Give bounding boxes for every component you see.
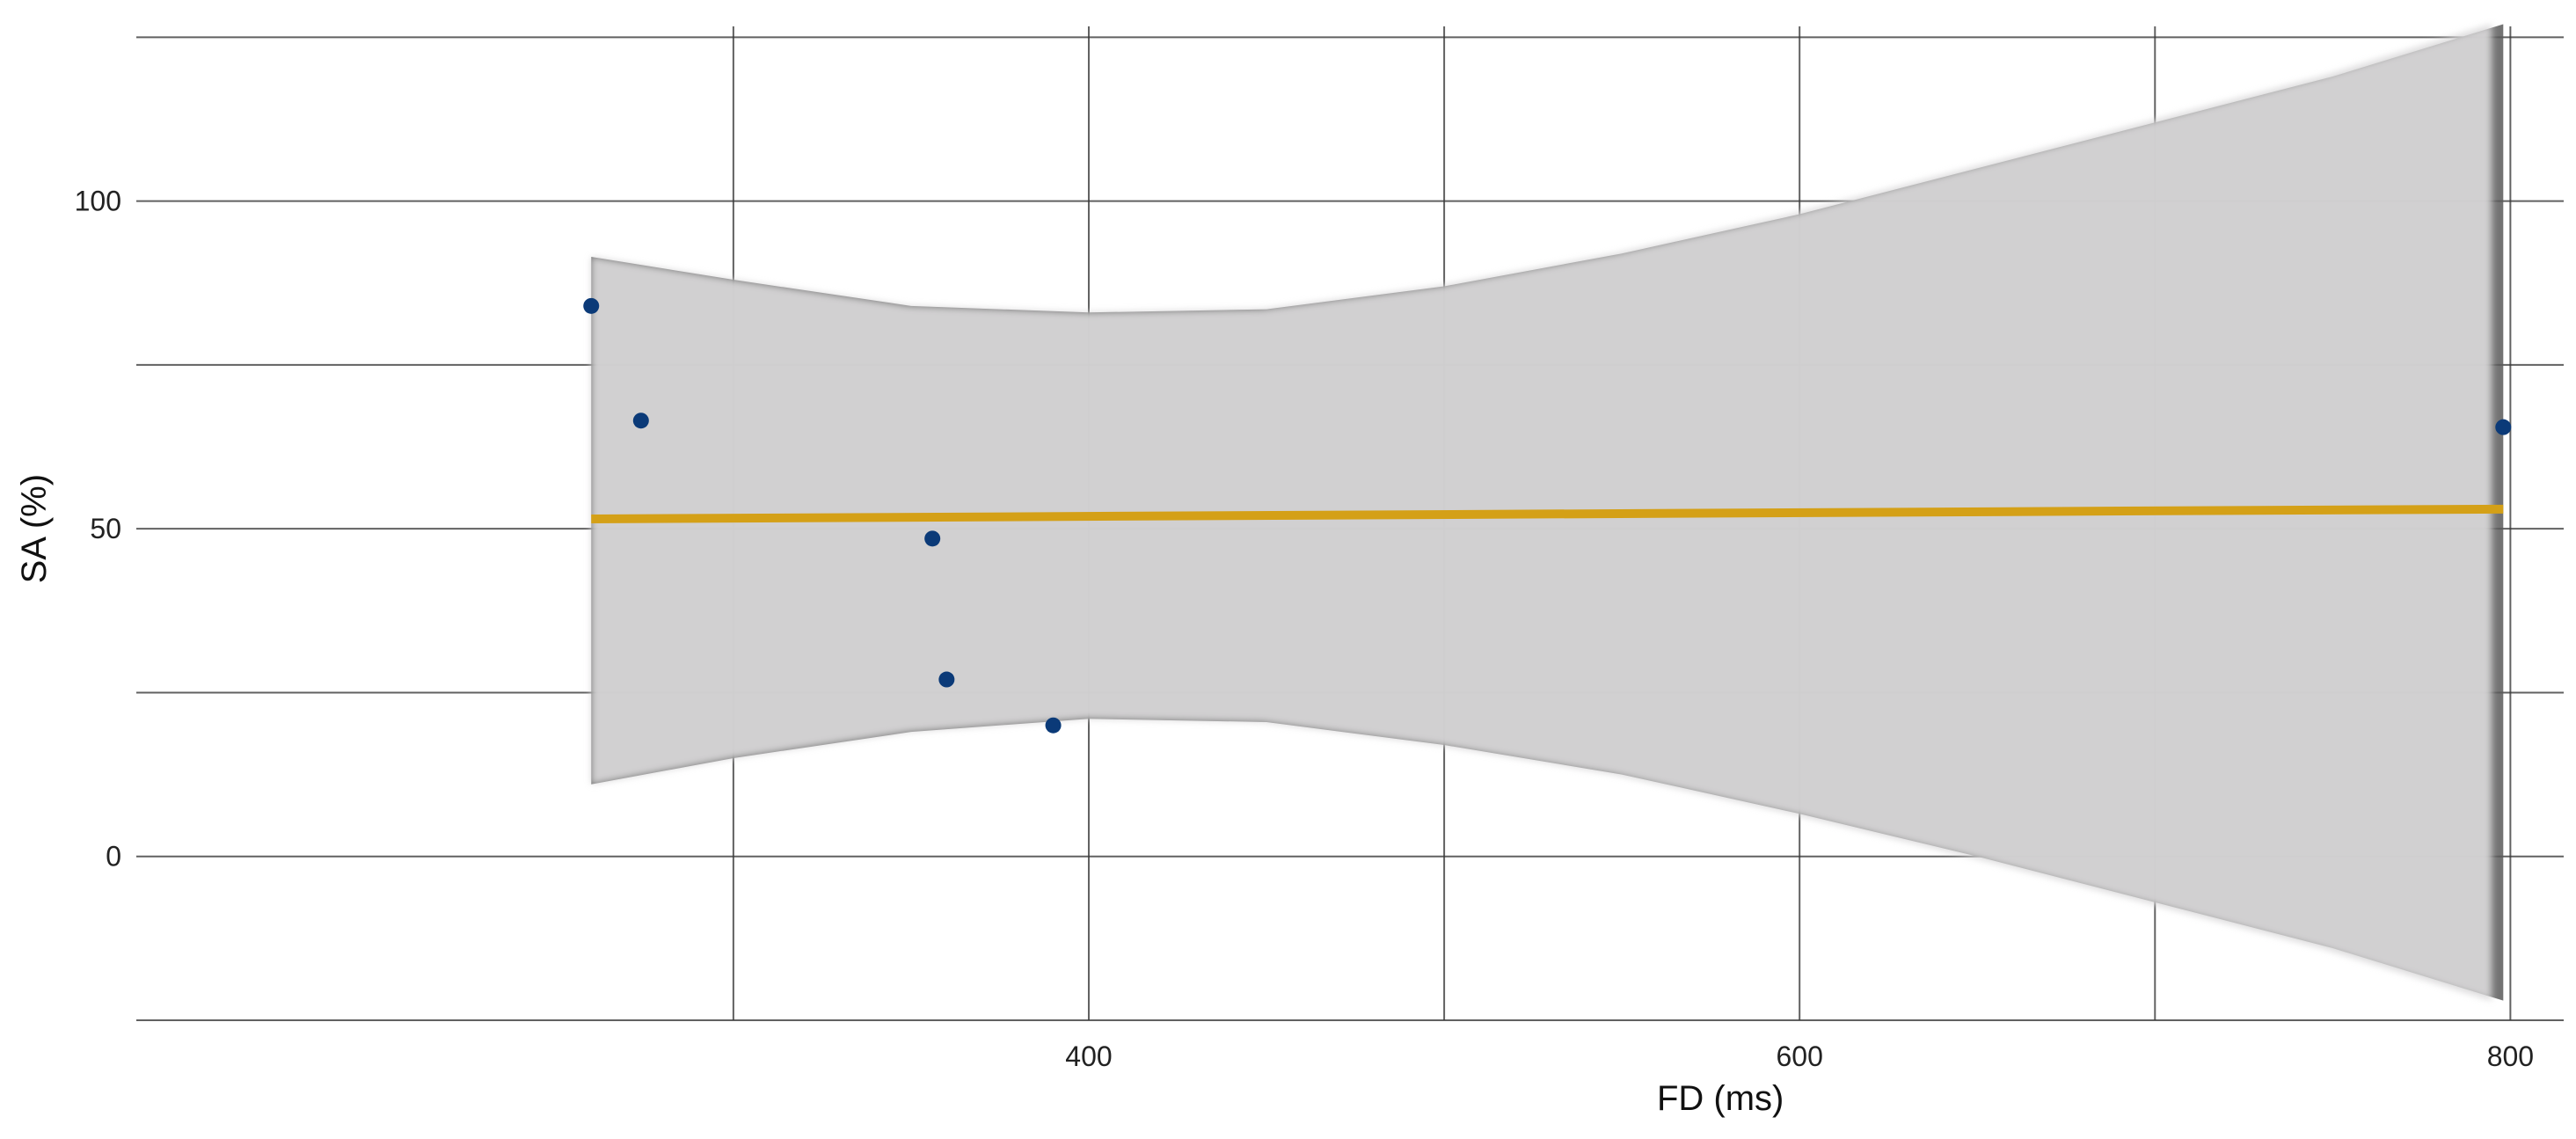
y-axis-ticks: 0 50 100: [75, 186, 121, 873]
data-point: [2495, 419, 2512, 435]
regression-line: [591, 504, 2504, 523]
y-tick-label: 100: [75, 186, 121, 217]
data-point: [924, 530, 941, 547]
data-point: [1045, 717, 1062, 734]
y-axis-title: SA (%): [15, 474, 54, 583]
x-tick-label: 800: [2487, 1040, 2534, 1072]
regression-line-segment: [591, 504, 2504, 523]
x-axis-title: FD (ms): [1657, 1079, 1784, 1118]
y-tick-label: 0: [106, 841, 121, 873]
x-axis-ticks: 400 600 800: [1065, 1040, 2534, 1072]
data-points: [583, 297, 2512, 734]
x-tick-label: 400: [1065, 1040, 1112, 1072]
data-point: [632, 413, 649, 429]
data-point: [938, 671, 955, 688]
y-tick-label: 50: [90, 513, 121, 544]
x-tick-label: 600: [1776, 1040, 1822, 1072]
data-point: [583, 297, 600, 314]
